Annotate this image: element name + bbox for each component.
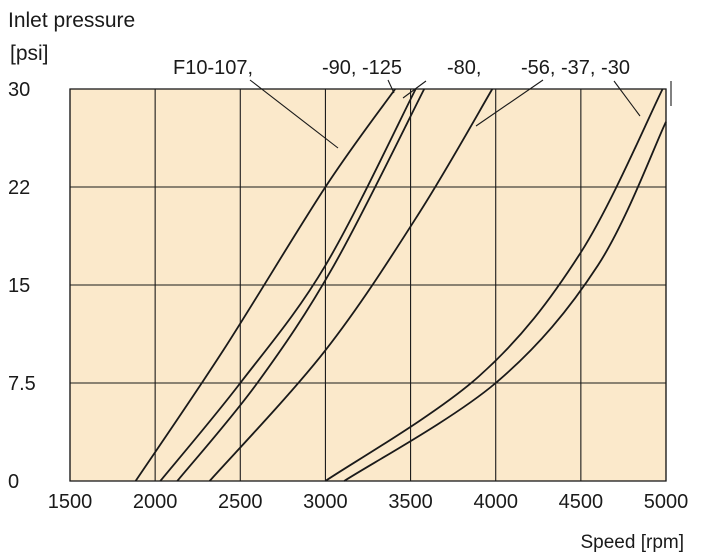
curve-80 (208, 88, 494, 482)
x-axis-title: Speed [rpm] (581, 532, 685, 553)
leader-line-3 (475, 79, 544, 127)
y-axis-title: Inlet pressure (8, 9, 135, 32)
leader-line-0 (249, 79, 339, 149)
y-tick-label: 0 (8, 471, 19, 493)
leader-line-2 (402, 80, 427, 99)
x-tick-label: 5000 (644, 491, 689, 513)
x-tick-label: 2500 (218, 491, 263, 513)
curve-label-f10-107: F10-107, (173, 57, 253, 79)
curve-label-90-125: -90, -125 (322, 57, 402, 79)
curve-125 (176, 88, 426, 482)
y-tick-label: 7.5 (8, 373, 36, 395)
curve-37 (343, 121, 667, 482)
curve-label-56-37-30: -56, -37, -30 (521, 57, 630, 79)
x-tick-label: 4000 (473, 491, 518, 513)
leader-line-4 (613, 80, 641, 117)
y-axis-unit: [psi] (10, 42, 49, 65)
label-leader-lines (249, 79, 672, 149)
y-tick-labels: 30 22 15 7.5 0 (8, 79, 36, 493)
x-tick-label: 4500 (559, 491, 604, 513)
x-tick-label: 3500 (388, 491, 433, 513)
x-tick-labels: 1500 2000 2500 3000 3500 4000 4500 5000 (48, 491, 689, 513)
curve-f10107 (134, 88, 396, 482)
x-tick-label: 3000 (303, 491, 348, 513)
curve-label-80: -80, (447, 57, 481, 79)
x-tick-label: 1500 (48, 491, 93, 513)
curve-90 (159, 88, 417, 482)
curves (134, 88, 667, 482)
x-tick-label: 2000 (133, 491, 178, 513)
leader-line-1 (387, 79, 395, 94)
y-tick-label: 22 (8, 177, 30, 199)
y-tick-label: 15 (8, 275, 30, 297)
y-tick-label: 30 (8, 79, 30, 101)
curve-56 (324, 88, 664, 482)
